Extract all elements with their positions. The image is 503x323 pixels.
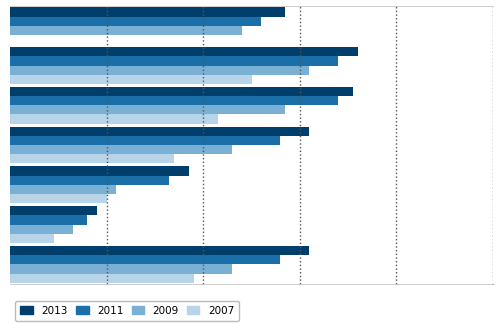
Bar — [10, 176, 170, 185]
Bar — [10, 16, 261, 26]
Bar — [10, 154, 174, 163]
Bar — [10, 105, 285, 114]
Bar — [10, 145, 232, 154]
Bar — [10, 26, 242, 35]
Bar — [10, 87, 353, 96]
Bar — [10, 75, 252, 84]
Legend: 2013, 2011, 2009, 2007: 2013, 2011, 2009, 2007 — [15, 301, 239, 321]
Bar — [10, 255, 281, 264]
Bar — [10, 264, 232, 274]
Bar — [10, 206, 97, 215]
Bar — [10, 7, 285, 16]
Bar — [10, 136, 281, 145]
Bar — [10, 47, 358, 56]
Bar — [10, 224, 73, 234]
Bar — [10, 274, 194, 283]
Bar — [10, 66, 309, 75]
Bar — [10, 56, 339, 66]
Bar — [10, 166, 189, 176]
Bar — [10, 185, 116, 194]
Bar — [10, 114, 218, 124]
Bar — [10, 246, 309, 255]
Bar — [10, 234, 53, 243]
Bar — [10, 127, 309, 136]
Bar — [10, 194, 107, 203]
Bar — [10, 96, 339, 105]
Bar — [10, 215, 88, 224]
